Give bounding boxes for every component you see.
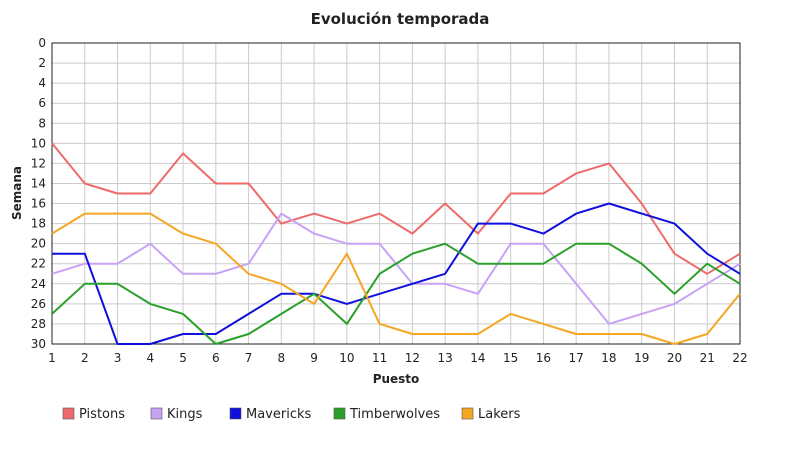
legend-item-timberwolves: Timberwolves <box>333 407 440 422</box>
x-tick-label: 1 <box>48 351 56 365</box>
x-tick-label: 6 <box>212 351 220 365</box>
plot-frame <box>51 42 741 345</box>
x-axis-ticks: 1 2 3 4 5 6 7 8 9 10 11 12 13 14 15 16 17 18 19 20 21 22 <box>48 351 747 365</box>
series-line-timberwolves <box>51 242 741 345</box>
y-tick-label: 22 <box>31 257 46 271</box>
x-tick-label: 7 <box>245 351 253 365</box>
y-tick-label: 14 <box>31 176 46 190</box>
y-tick-label: 8 <box>38 116 46 130</box>
x-tick-label: 17 <box>569 351 584 365</box>
x-tick-label: 9 <box>310 351 318 365</box>
legend-item-kings: Kings <box>150 407 203 422</box>
y-tick-label: 12 <box>31 156 46 170</box>
series-lines <box>51 142 741 345</box>
y-tick-label: 20 <box>31 237 46 251</box>
legend-label: Timberwolves <box>349 407 440 422</box>
x-tick-label: 10 <box>339 351 354 365</box>
x-tick-label: 19 <box>634 351 649 365</box>
legend-label: Lakers <box>478 407 521 422</box>
x-tick-label: 13 <box>438 351 453 365</box>
x-tick-label: 8 <box>278 351 286 365</box>
legend-item-mavericks: Mavericks <box>229 407 312 422</box>
y-tick-label: 4 <box>38 76 46 90</box>
legend-label: Pistons <box>79 407 125 422</box>
x-tick-label: 15 <box>503 351 518 365</box>
legend-swatch <box>333 407 346 420</box>
y-tick-label: 0 <box>38 36 46 50</box>
legend: Pistons Kings Mavericks Timberwolves Lakers <box>62 407 521 422</box>
x-tick-label: 16 <box>536 351 551 365</box>
y-tick-label: 30 <box>31 337 46 351</box>
y-tick-label: 24 <box>31 277 46 291</box>
x-tick-label: 22 <box>732 351 747 365</box>
series-line-mavericks <box>52 202 741 345</box>
legend-swatch <box>62 407 75 420</box>
x-tick-label: 12 <box>405 351 420 365</box>
chart-title: Evolución temporada <box>311 10 490 28</box>
legend-item-pistons: Pistons <box>62 407 125 422</box>
x-tick-label: 4 <box>146 351 154 365</box>
legend-swatch <box>461 407 474 420</box>
x-tick-label: 20 <box>667 351 682 365</box>
y-tick-label: 10 <box>31 136 46 150</box>
legend-label: Mavericks <box>246 407 312 422</box>
y-tick-label: 2 <box>38 56 46 70</box>
x-tick-label: 21 <box>700 351 715 365</box>
series-line-lakers <box>51 212 741 345</box>
x-tick-label: 14 <box>470 351 485 365</box>
y-tick-label: 6 <box>38 96 46 110</box>
series-line-kings <box>51 212 741 325</box>
y-tick-label: 28 <box>31 317 46 331</box>
grid <box>51 42 741 345</box>
legend-swatch <box>150 407 163 420</box>
x-tick-label: 2 <box>81 351 89 365</box>
y-tick-label: 26 <box>31 297 46 311</box>
y-tick-label: 16 <box>31 197 46 211</box>
x-tick-label: 3 <box>114 351 122 365</box>
legend-label: Kings <box>167 407 203 422</box>
y-tick-label: 18 <box>31 217 46 231</box>
series-line-pistons <box>51 142 741 275</box>
x-axis-title: Puesto <box>373 372 420 386</box>
legend-item-lakers: Lakers <box>461 407 521 422</box>
x-tick-label: 5 <box>179 351 187 365</box>
legend-swatch <box>229 407 242 420</box>
y-axis-title: Semana <box>10 166 24 220</box>
x-tick-label: 11 <box>372 351 387 365</box>
x-tick-label: 18 <box>601 351 616 365</box>
